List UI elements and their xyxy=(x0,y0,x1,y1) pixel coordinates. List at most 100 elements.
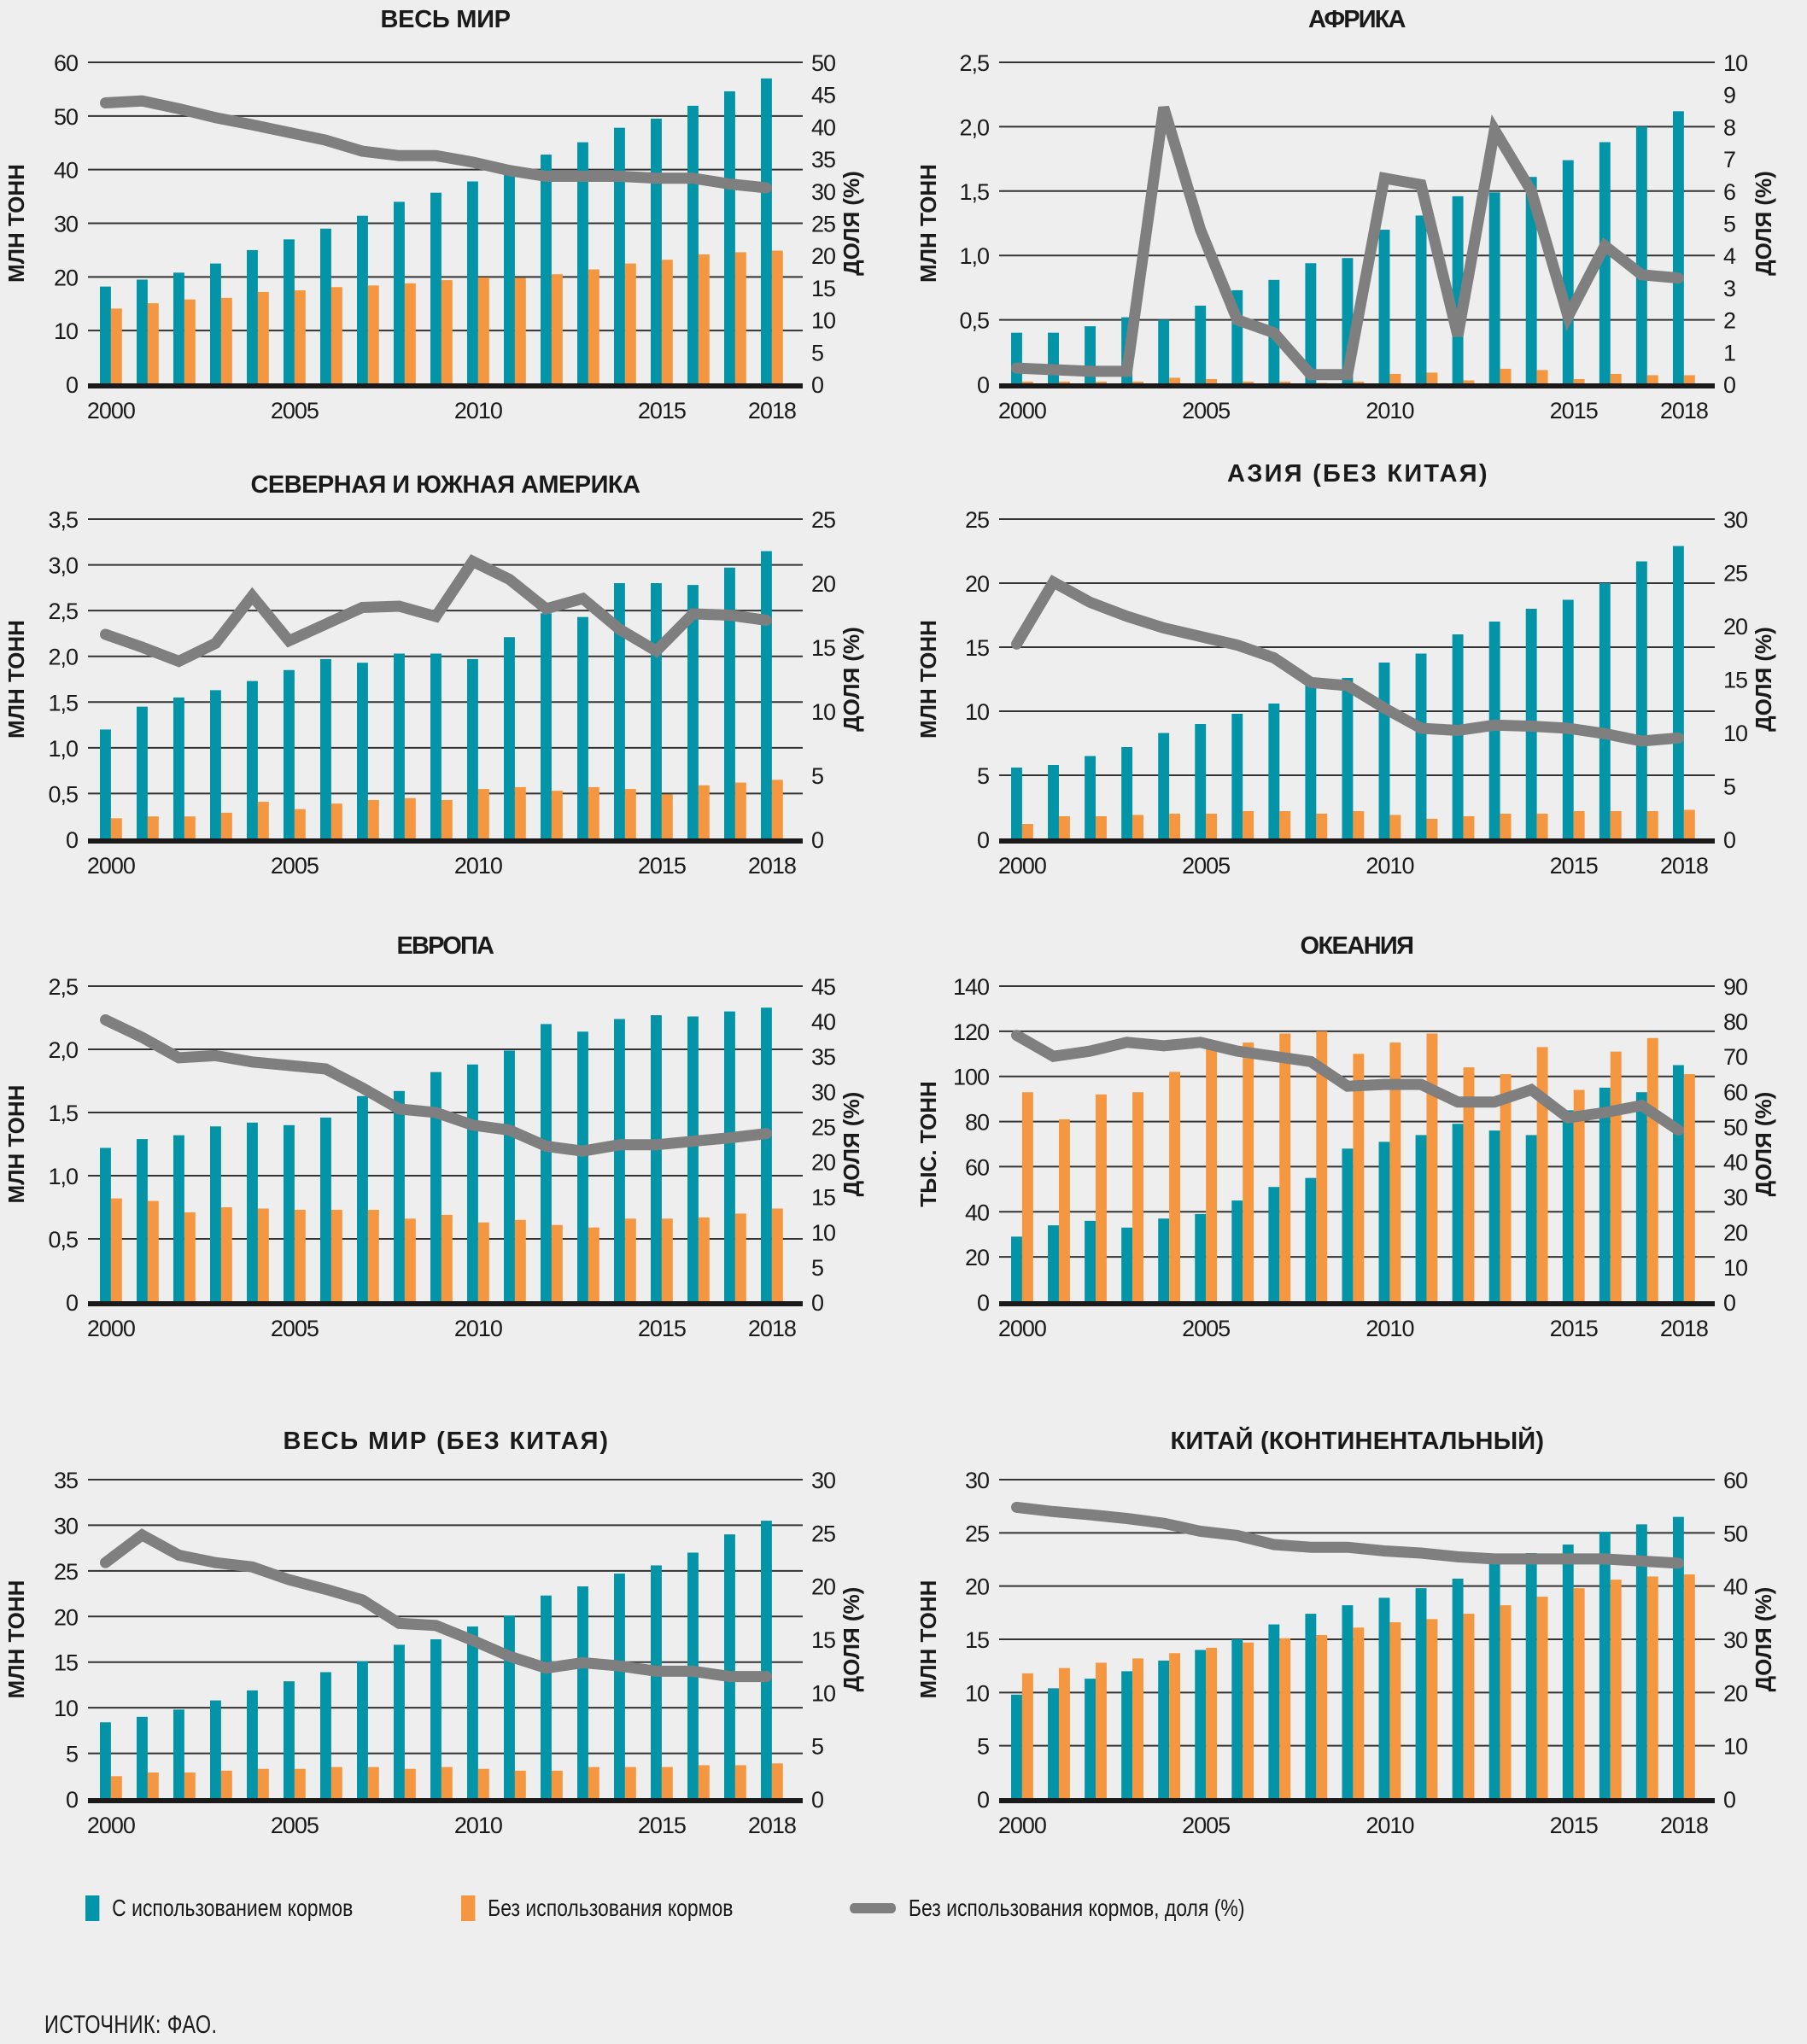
y2-tick-label: 15 xyxy=(1723,668,1747,693)
bar-nonfed xyxy=(184,1212,196,1302)
legend: С использованием кормов Без использовани… xyxy=(85,1887,1452,1930)
y2-tick-label: 45 xyxy=(811,974,835,1000)
bar-nonfed xyxy=(1646,375,1658,384)
bar-nonfed xyxy=(1132,381,1143,384)
bar-nonfed xyxy=(1573,1588,1585,1799)
bar-fed xyxy=(173,1709,184,1799)
y2-tick-label: 5 xyxy=(1723,212,1735,237)
bar-fed xyxy=(1195,1650,1207,1799)
bar-nonfed xyxy=(1058,1667,1070,1799)
y2-tick-label: 10 xyxy=(1723,1255,1747,1281)
bar-fed xyxy=(1672,1516,1684,1799)
y-tick-label: 25 xyxy=(965,507,989,533)
source-note: ИСТОЧНИК: ФАО. xyxy=(44,2011,218,2039)
x-tick-label: 2000 xyxy=(998,1316,1046,1341)
y-tick-label: 0 xyxy=(977,1290,989,1316)
bar-fed xyxy=(1085,1679,1096,1799)
y2-tick-label: 25 xyxy=(1723,561,1747,587)
y2-tick-label: 40 xyxy=(1723,1150,1747,1176)
bar-nonfed xyxy=(698,785,710,839)
bar-nonfed xyxy=(1426,1033,1438,1302)
bar-nonfed xyxy=(1316,1635,1328,1799)
bar-fed xyxy=(761,1521,772,1799)
legend-label-share: Без использования кормов, доля (%) xyxy=(908,1895,1245,1921)
bar-fed xyxy=(357,1661,368,1799)
y2-tick-label: 45 xyxy=(811,83,835,108)
x-tick-label: 2018 xyxy=(1660,853,1708,879)
y2-tick-label: 10 xyxy=(811,308,835,334)
bar-fed xyxy=(1011,768,1022,839)
bar-fed xyxy=(467,1626,478,1799)
bar-nonfed xyxy=(110,1776,122,1799)
bar-nonfed xyxy=(624,1767,636,1799)
bar-fed xyxy=(357,215,368,384)
x-tick-label: 2018 xyxy=(748,1813,796,1838)
y2-tick-label: 80 xyxy=(1723,1009,1747,1035)
chart-title: СЕВЕРНАЯ И ЮЖНАЯ АМЕРИКА xyxy=(251,471,641,499)
bar-fed xyxy=(1305,263,1317,384)
y2-tick-label: 20 xyxy=(811,1574,835,1600)
bar-fed xyxy=(100,729,111,839)
y2-tick-label: 5 xyxy=(811,340,823,365)
bar-nonfed xyxy=(1096,1662,1107,1799)
chart-title: АЗИЯ (БЕЗ КИТАЯ) xyxy=(1227,460,1487,488)
bar-fed xyxy=(394,1644,405,1799)
y-tick-label: 20 xyxy=(54,1604,78,1630)
y2-tick-label: 50 xyxy=(1723,1521,1747,1546)
bar-nonfed xyxy=(330,1209,342,1302)
share-line xyxy=(100,554,772,668)
bar-nonfed xyxy=(404,1768,416,1799)
x-tick-label: 2000 xyxy=(998,398,1046,423)
bar-fed xyxy=(1378,230,1390,384)
chart-title: КИТАЙ (КОНТИНЕНТАЛЬНЫЙ) xyxy=(1171,1426,1544,1455)
y-tick-label: 2,5 xyxy=(959,50,989,76)
bar-fed xyxy=(1342,1148,1354,1302)
x-tick-label: 2005 xyxy=(1182,398,1230,423)
bar-fed xyxy=(687,1016,699,1302)
x-tick-label: 2015 xyxy=(638,853,686,879)
chart-title: ОКЕАНИЯ xyxy=(1301,932,1414,960)
bar-fed xyxy=(467,1064,478,1302)
bar-fed xyxy=(284,239,295,384)
y2-tick-label: 70 xyxy=(1723,1044,1747,1070)
bar-fed xyxy=(1562,1545,1574,1799)
bar-fed xyxy=(1158,1218,1170,1302)
y-tick-label: 5 xyxy=(977,763,989,789)
bar-nonfed xyxy=(147,1772,159,1799)
bar-fed xyxy=(1635,1524,1647,1799)
bar-nonfed xyxy=(1096,816,1107,839)
bar-fed xyxy=(504,1050,515,1302)
y2-tick-label: 0 xyxy=(811,1787,823,1813)
y-tick-label: 10 xyxy=(965,1680,989,1706)
chart-panel-world: ВЕСЬ МИР МЛН ТОНН ДОЛЯ (%) 0 10 20 30 40 50 60 0 5 1… xyxy=(0,0,904,444)
bar-fed xyxy=(430,1072,442,1302)
bar-fed xyxy=(614,583,625,839)
chart-svg-europe: ЕВРОПА МЛН ТОНН ДОЛЯ (%) 0 0,5 1,0 1,5 2,0 2,5 0 5… xyxy=(3,932,864,1341)
bar-fed xyxy=(100,286,111,384)
y2-tick-label: 40 xyxy=(811,1009,835,1035)
bar-nonfed xyxy=(1316,814,1328,839)
y2-tick-label: 6 xyxy=(1723,179,1735,205)
y-tick-label: 1,5 xyxy=(48,690,78,715)
bar-nonfed xyxy=(404,1218,416,1302)
bar-nonfed xyxy=(441,1767,453,1799)
bar-nonfed xyxy=(220,297,232,384)
y2-tick-label: 15 xyxy=(811,276,835,301)
legend-swatch-nonfed xyxy=(461,1895,476,1921)
bar-nonfed xyxy=(551,1224,563,1302)
x-tick-label: 2015 xyxy=(1550,1316,1598,1341)
y2-tick-label: 1 xyxy=(1723,340,1735,365)
y-axis-label: МЛН ТОНН xyxy=(3,164,29,283)
bar-nonfed xyxy=(1610,373,1622,384)
bar-fed xyxy=(320,658,331,839)
y-axis-label: МЛН ТОНН xyxy=(915,164,941,283)
bar-fed xyxy=(430,192,442,384)
bar-nonfed xyxy=(294,290,306,384)
bar-nonfed xyxy=(1500,1074,1512,1302)
y2-axis-label: ДОЛЯ (%) xyxy=(1751,171,1776,276)
bar-fed xyxy=(1011,1236,1022,1302)
bar-fed xyxy=(1599,1532,1611,1799)
x-tick-label: 2015 xyxy=(1550,1813,1598,1838)
bar-nonfed xyxy=(441,1214,453,1302)
bar-nonfed xyxy=(698,1765,710,1799)
